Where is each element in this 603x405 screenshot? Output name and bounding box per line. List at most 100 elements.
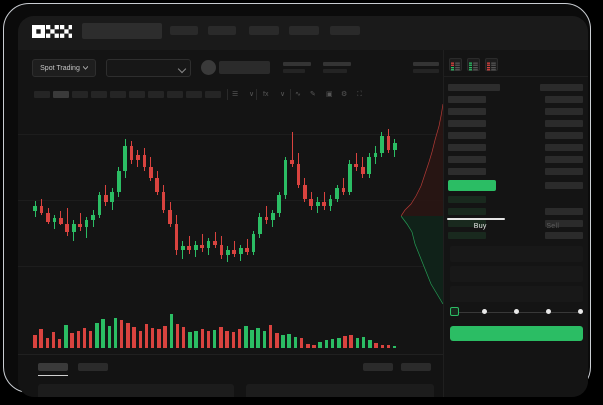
volume-bar — [343, 335, 347, 348]
tab-sell[interactable]: Sell — [517, 223, 589, 230]
bottom-panel-left[interactable] — [38, 384, 234, 397]
bottom-action-2[interactable] — [401, 363, 431, 371]
nav-item-3[interactable] — [249, 26, 279, 35]
volume-bar — [57, 339, 62, 348]
settings-gear-icon[interactable]: ⚙ — [341, 91, 348, 98]
orderbook-ask-row[interactable] — [448, 96, 486, 103]
candle-wick — [246, 239, 248, 256]
timeframe-button-9[interactable] — [186, 91, 202, 98]
orderbook-ask-row[interactable] — [448, 156, 486, 163]
candle-body — [97, 195, 102, 215]
timeframe-button-3[interactable] — [72, 91, 88, 98]
order-total-field[interactable] — [450, 286, 583, 302]
line-chart-icon[interactable]: ∿ — [295, 91, 301, 98]
nav-item-5[interactable] — [330, 26, 360, 35]
trading-mode-label: Spot Trading — [40, 64, 80, 72]
orderbook-bid-row[interactable] — [448, 232, 486, 239]
candle-body — [264, 216, 269, 221]
chart-gridline — [18, 134, 443, 135]
candle-body — [232, 250, 237, 254]
volume-bar — [82, 327, 87, 348]
orderbook-bid-row[interactable] — [448, 208, 486, 215]
nav-item-4[interactable] — [289, 26, 319, 35]
candle-body — [168, 209, 172, 224]
volume-bar — [374, 342, 378, 348]
nav-item-2[interactable] — [208, 26, 236, 35]
orderbook-ask-row[interactable] — [448, 168, 486, 175]
timeframe-button-7[interactable] — [148, 91, 164, 98]
orderbook-ask-row[interactable] — [448, 120, 486, 127]
candle-body — [309, 198, 314, 206]
candle-body — [238, 248, 243, 254]
percent-slider-stop-25[interactable] — [481, 309, 487, 314]
orderbook-mode-both[interactable] — [449, 58, 462, 71]
volume-bar — [45, 337, 49, 348]
fullscreen-icon[interactable]: ⛶ — [357, 91, 362, 98]
percent-slider-stop-75[interactable] — [545, 309, 551, 314]
submit-order-button[interactable] — [450, 326, 583, 341]
orderbook-mode-bids[interactable] — [467, 58, 480, 71]
orderbook-last-price — [448, 180, 496, 191]
timeframe-button-4[interactable] — [91, 91, 107, 98]
candle-body — [347, 163, 352, 192]
search-input[interactable] — [82, 23, 162, 39]
orderbook-ask-row[interactable] — [448, 132, 486, 139]
candle-wick — [66, 207, 68, 236]
volume-bar — [107, 326, 112, 348]
orderbook-bid-row[interactable] — [448, 196, 486, 203]
volume-bar — [225, 330, 229, 348]
candle-wick — [188, 235, 190, 254]
volume-bar — [244, 326, 248, 348]
orderbook-ask-row[interactable] — [448, 144, 486, 151]
orderbook-mode-asks[interactable] — [485, 58, 498, 71]
timeframe-button-6[interactable] — [129, 91, 145, 98]
stat-24h-volume-label — [413, 69, 439, 73]
volume-bar — [64, 325, 68, 348]
volume-bar — [200, 328, 205, 348]
candlestick-chart[interactable] — [18, 104, 443, 304]
trading-mode-dropdown[interactable]: Spot Trading — [32, 59, 96, 77]
tab-buy[interactable]: Buy — [444, 223, 517, 230]
orderbook-column-header-price — [448, 84, 501, 91]
orderbook-bid-row[interactable] — [448, 220, 486, 227]
pencil-icon[interactable]: ✎ — [310, 91, 316, 98]
volume-bar — [88, 331, 93, 348]
order-price-field[interactable] — [450, 246, 583, 262]
timeframe-button-1[interactable] — [34, 91, 50, 98]
bottom-tab-order-history[interactable] — [78, 363, 108, 371]
chevron-down-icon-2[interactable]: ∨ — [280, 91, 286, 98]
candle-body — [65, 223, 70, 233]
volume-bar — [380, 344, 384, 348]
volume-histogram[interactable] — [18, 304, 443, 354]
percent-slider-handle[interactable] — [450, 307, 459, 316]
bottom-action-1[interactable] — [363, 363, 393, 371]
orderbook-ask-row[interactable] — [448, 108, 486, 115]
volume-bar — [70, 333, 74, 348]
pair-select-dropdown[interactable] — [106, 59, 191, 77]
order-amount-field[interactable] — [450, 266, 583, 282]
percent-slider-stop-50[interactable] — [513, 309, 519, 314]
percent-slider-stop-100[interactable] — [577, 309, 583, 314]
timeframe-button-8[interactable] — [167, 91, 183, 98]
candle-body — [46, 213, 50, 222]
timeframe-button-2[interactable] — [53, 91, 69, 98]
chevron-down-icon-1[interactable]: ∨ — [249, 91, 255, 98]
orderbook-ask-amount — [545, 144, 583, 151]
bottom-tab-open-orders[interactable] — [38, 363, 68, 371]
orderbook-ask-amount — [545, 120, 583, 127]
camera-icon[interactable]: ▣ — [326, 91, 333, 98]
volume-bar — [337, 337, 341, 348]
indicator-icon[interactable]: fx — [263, 91, 269, 98]
candle-body — [103, 195, 108, 203]
timeframe-button-10[interactable] — [205, 91, 221, 98]
orders-panel — [18, 354, 443, 397]
bottom-panel-right[interactable] — [246, 384, 434, 397]
candle-body — [315, 202, 320, 206]
candlestick-type-icon[interactable]: ☰ — [232, 91, 239, 98]
candle-body — [71, 223, 76, 233]
okx-logo[interactable] — [32, 25, 72, 38]
volume-bar — [392, 345, 397, 348]
timeframe-button-5[interactable] — [110, 91, 126, 98]
candle-body — [161, 191, 166, 210]
nav-item-1[interactable] — [170, 26, 198, 35]
